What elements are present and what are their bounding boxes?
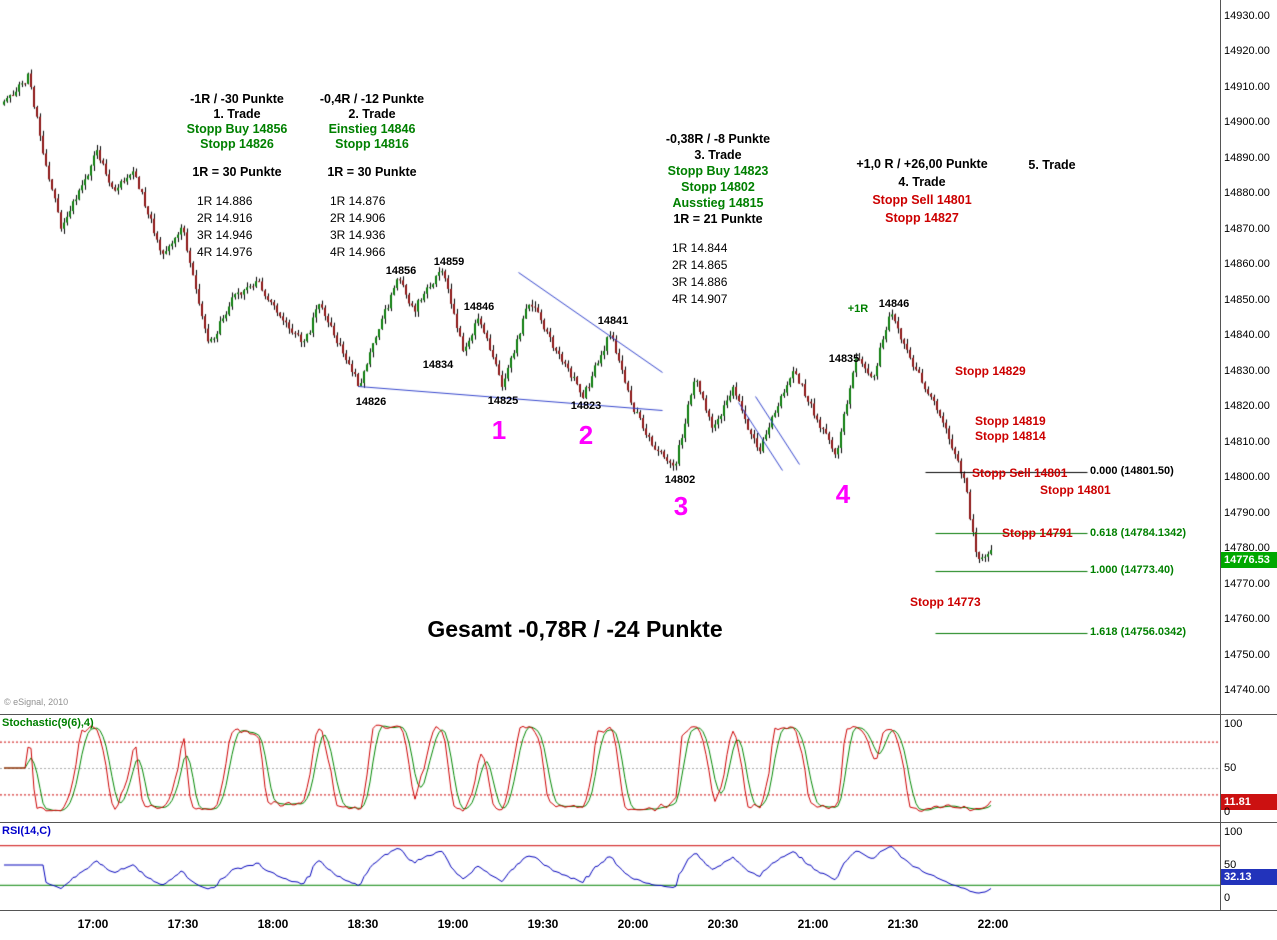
price-axis-label: 14880.00 — [1224, 187, 1270, 200]
price-axis-label: 14800.00 — [1224, 471, 1270, 484]
time-axis-label: 18:00 — [257, 917, 289, 931]
price-axis-label: 14740.00 — [1224, 684, 1270, 696]
time-axis-label: 17:30 — [167, 917, 199, 931]
rsi-panel-canvas[interactable] — [0, 824, 1220, 910]
stochastic-value-badge: 11.81 — [1221, 793, 1277, 810]
price-axis-label: 14810.00 — [1224, 435, 1270, 448]
time-axis-label: 20:30 — [707, 917, 739, 931]
rsi-label: RSI(14,C) — [2, 825, 51, 837]
stochastic-axis-label: 50 — [1224, 762, 1237, 774]
price-axis-label: 14890.00 — [1224, 151, 1270, 164]
price-axis-label: 14870.00 — [1224, 222, 1270, 235]
time-axis-label: 17:00 — [77, 917, 109, 931]
rsi-axis-label: 100 — [1224, 826, 1243, 838]
time-axis-label: 20:00 — [617, 917, 649, 931]
stochastic-axis-label: 100 — [1224, 718, 1243, 730]
rsi-axis-label: 0 — [1224, 892, 1231, 904]
price-axis-label: 14770.00 — [1224, 577, 1270, 590]
price-axis-label: 14840.00 — [1224, 329, 1270, 342]
price-axis-label: 14790.00 — [1224, 506, 1270, 519]
last-price-badge: 14776.53 — [1221, 552, 1277, 569]
rsi-value-badge: 32.13 — [1221, 868, 1277, 885]
price-axis-divider — [1220, 0, 1221, 910]
panel-divider — [0, 822, 1277, 823]
panel-divider — [0, 714, 1277, 715]
summary-title: Gesamt -0,78R / -24 Punkte — [427, 616, 723, 642]
time-axis-label: 18:30 — [347, 917, 379, 931]
stochastic-panel-canvas[interactable] — [0, 716, 1220, 822]
price-axis-label: 14750.00 — [1224, 648, 1270, 661]
price-chart-canvas[interactable] — [0, 0, 1220, 712]
time-axis-label: 22:00 — [977, 917, 1009, 931]
time-axis-label: 21:30 — [887, 917, 919, 931]
stochastic-label: Stochastic(9(6),4) — [2, 717, 94, 729]
price-axis-label: 14930.00 — [1224, 10, 1270, 22]
time-axis-label: 19:00 — [437, 917, 469, 931]
price-axis-label: 14900.00 — [1224, 116, 1270, 129]
time-axis-divider — [0, 910, 1277, 911]
copyright-note: © eSignal, 2010 — [4, 697, 69, 707]
time-axis-label: 19:30 — [527, 917, 559, 931]
price-axis-label: 14920.00 — [1224, 45, 1270, 58]
price-axis-label: 14760.00 — [1224, 613, 1270, 626]
price-axis-label: 14820.00 — [1224, 400, 1270, 413]
time-axis-label: 21:00 — [797, 917, 829, 931]
price-axis-label: 14860.00 — [1224, 258, 1270, 271]
price-axis-label: 14830.00 — [1224, 364, 1270, 377]
price-axis-label: 14910.00 — [1224, 80, 1270, 93]
price-axis-label: 14850.00 — [1224, 293, 1270, 306]
